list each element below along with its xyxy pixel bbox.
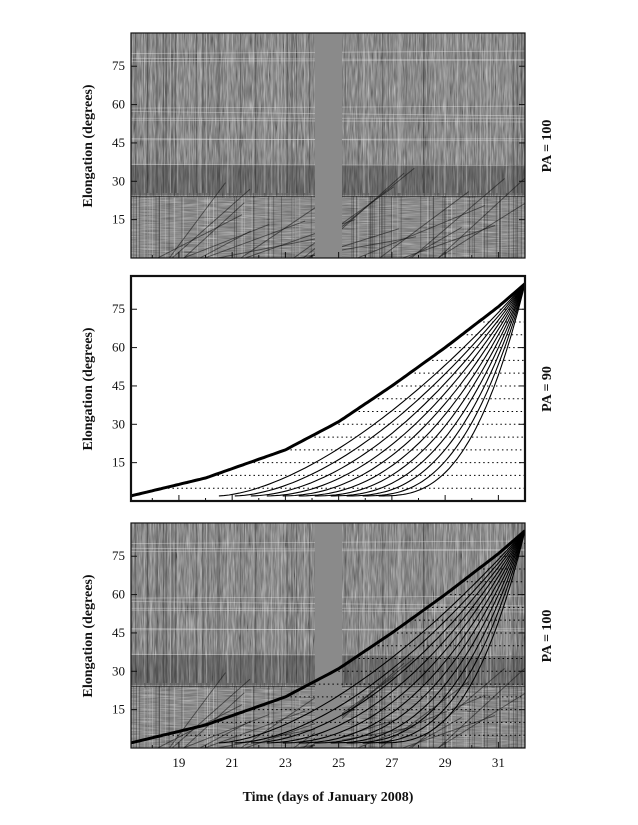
model-tracks-middle (131, 282, 525, 498)
jmap-diagonal (171, 188, 251, 258)
jmap-diagonal (240, 692, 322, 748)
model-track (298, 283, 525, 497)
y-axis-label-middle: Elongation (degrees) (81, 327, 96, 450)
model-track (266, 283, 525, 497)
y-tick-label: 15 (112, 702, 125, 717)
y-tick-label: 15 (112, 212, 125, 227)
model-track (234, 530, 525, 744)
jmap-diagonal (199, 720, 251, 748)
x-tick-label: 21 (226, 755, 239, 770)
x-tick-label: 19 (172, 755, 185, 770)
y-tick-label: 60 (112, 97, 125, 112)
y-tick-label: 15 (112, 455, 125, 470)
model-track (218, 283, 525, 497)
y-axis-label-bottom: Elongation (degrees) (81, 574, 96, 697)
y-tick-label: 30 (112, 173, 125, 188)
x-ticks-bottom: 19 21 23 25 27 29 31 (151, 742, 505, 770)
jmap-diagonal (293, 186, 395, 258)
y-tick-label: 45 (112, 625, 125, 640)
model-track (298, 530, 525, 744)
x-ticks-top (151, 252, 499, 258)
panel-middle: 15 30 45 60 75 Elongation (degrees) PA = 90 (81, 274, 555, 503)
x-tick-label: 27 (385, 755, 399, 770)
jmap-diagonal (379, 191, 470, 258)
model-track (330, 283, 525, 497)
y-ticks-middle: 15 30 45 60 75 (112, 301, 525, 470)
pa-label-bottom: PA = 100 (540, 610, 555, 663)
jmap-diagonal (437, 667, 525, 748)
model-track (378, 530, 525, 744)
y-ticks-top: 15 30 45 60 75 (112, 58, 525, 227)
pa-label-middle: PA = 90 (540, 366, 555, 412)
panel-bottom: 15 30 45 60 75 19 21 23 25 27 29 31 Elongation (de… (81, 522, 555, 770)
jmap-diagonal (437, 177, 525, 258)
x-tick-label: 23 (279, 755, 292, 770)
jmap-diagonal (379, 681, 470, 748)
jmap-diagonal (183, 202, 245, 258)
jmap-diagonal (437, 202, 525, 258)
jmap-image-top (131, 33, 525, 258)
model-track (282, 530, 525, 744)
model-track (362, 530, 525, 744)
y-tick-label: 45 (112, 135, 125, 150)
jmap-diagonal (171, 678, 251, 748)
model-track (378, 283, 525, 497)
jmap-diagonal (437, 692, 525, 748)
x-ticks-middle (151, 495, 499, 501)
model-track (250, 530, 525, 744)
panel-top: 15 30 45 60 75 Elongation (degrees) PA = 100 (81, 32, 555, 259)
data-gap-bottom (315, 523, 342, 748)
jmap-image-bottom (131, 523, 525, 748)
x-axis-label: Time (days of January 2008) (243, 790, 414, 805)
x-tick-label: 29 (439, 755, 452, 770)
model-track (346, 530, 525, 744)
y-tick-label: 75 (112, 548, 125, 563)
data-gap-top (315, 33, 342, 258)
model-track (314, 283, 525, 497)
envelope-curve (131, 282, 525, 498)
jmap-diagonal (204, 220, 306, 258)
jmap-diagonal (199, 230, 251, 258)
model-overlay-bottom (131, 529, 525, 745)
jmap-diagonal (240, 202, 322, 258)
y-axis-label-top: Elongation (degrees) (81, 84, 96, 207)
model-track (282, 283, 525, 497)
model-track (362, 283, 525, 497)
jmap-diagonal (402, 715, 496, 748)
model-track (314, 530, 525, 744)
jmap-diagonal (410, 178, 505, 258)
y-tick-label: 60 (112, 587, 125, 602)
pa-label-top: PA = 100 (540, 120, 555, 173)
jmap-diagonal (357, 205, 486, 258)
jmap-diagonal (357, 695, 486, 748)
jmap-diagonal (168, 182, 226, 258)
y-tick-label: 45 (112, 378, 125, 393)
y-ticks-bottom: 15 30 45 60 75 (112, 548, 525, 717)
model-track (330, 530, 525, 744)
y-tick-label: 30 (112, 663, 125, 678)
jmap-diagonal (183, 224, 270, 258)
model-track (218, 530, 525, 744)
model-track (346, 283, 525, 497)
model-track (234, 283, 525, 497)
jmap-diagonal (183, 692, 245, 748)
y-tick-label: 75 (112, 58, 125, 73)
jmap-diagonal (168, 672, 226, 748)
y-tick-label: 75 (112, 301, 125, 316)
x-tick-label: 25 (332, 755, 345, 770)
envelope-curve (131, 529, 525, 745)
model-track (266, 530, 525, 744)
y-tick-label: 60 (112, 340, 125, 355)
jmap-diagonal (157, 214, 243, 258)
y-tick-label: 30 (112, 416, 125, 431)
model-track (250, 283, 525, 497)
jmap-diagonal (410, 668, 505, 748)
jmap-diagonal (402, 225, 496, 258)
jmap-diagonal (204, 710, 306, 748)
jmap-diagonal (183, 714, 270, 748)
x-tick-label: 31 (492, 755, 505, 770)
